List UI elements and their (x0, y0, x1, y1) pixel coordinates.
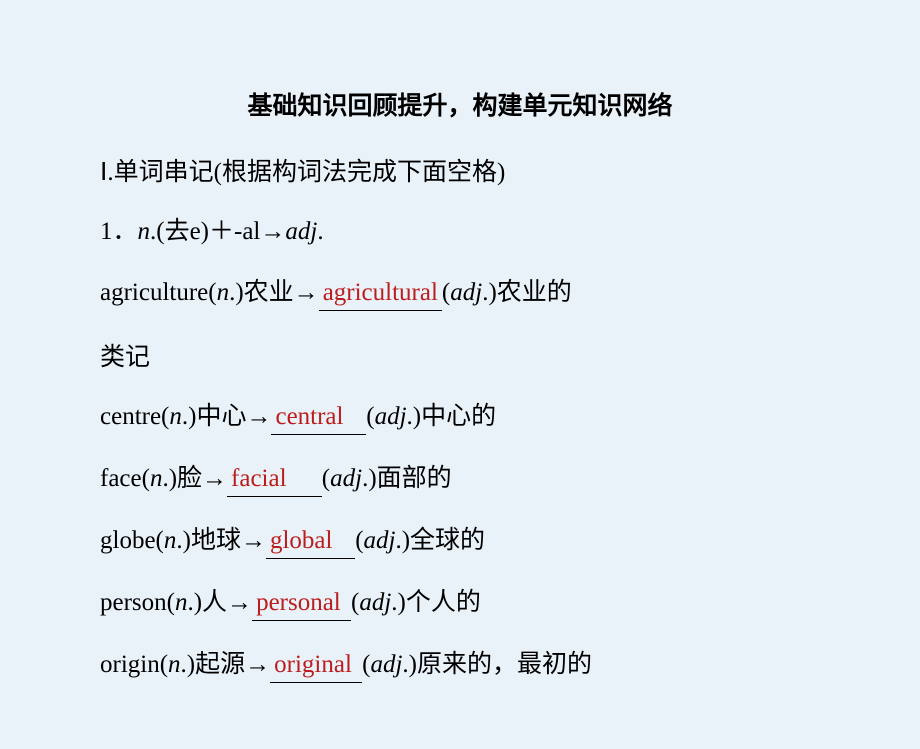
list-item: person(n.)人→personal (adj.)个人的 (100, 585, 820, 621)
entry-adj-meaning: .)中心的 (407, 403, 497, 430)
entry-answer: agricultural (319, 275, 442, 311)
entry-word: origin( (100, 651, 168, 678)
entry-adj-pos: adj (375, 403, 407, 430)
section-header-note: (根据构词法完成下面空格) (214, 159, 506, 186)
rule-text1: .(去e)＋-al→ (150, 218, 285, 245)
entry-adj-meaning: .)农业的 (482, 279, 572, 306)
entry-pos: n (169, 403, 182, 430)
list-item: face(n.)脸→facial (adj.)面部的 (100, 461, 820, 497)
list-item: centre(n.)中心→central (adj.)中心的 (100, 399, 820, 435)
entry-adj-pos: adj (370, 651, 402, 678)
entry-word: face( (100, 465, 150, 492)
entry-meaning: .)脸→ (162, 465, 227, 492)
entry-adj-pos: adj (359, 589, 391, 616)
blank-underline (336, 523, 355, 559)
entry-answer: original (270, 647, 356, 683)
list-item: globe(n.)地球→global (adj.)全球的 (100, 523, 820, 559)
rule-label: 1． (100, 218, 138, 245)
blank-underline (291, 461, 322, 497)
entry-answer: global (266, 523, 337, 559)
entry-adj-pos: adj (364, 527, 396, 554)
blank-underline (347, 399, 366, 435)
entry-word: globe( (100, 527, 164, 554)
entry-word: person( (100, 589, 175, 616)
entry-paren: ( (322, 465, 330, 492)
rule-n: n (138, 218, 151, 245)
entry-meaning: .)农业→ (229, 279, 319, 306)
rule-line: 1．n.(去e)＋-al→adj. (100, 214, 820, 249)
entry-adj-pos: adj (330, 465, 362, 492)
rule-adj: adj (285, 218, 317, 245)
entry-paren: ( (442, 279, 450, 306)
entry-paren: ( (366, 403, 374, 430)
entry-meaning: .)地球→ (176, 527, 266, 554)
sub-header: 类记 (100, 337, 820, 373)
entry-word: agriculture( (100, 279, 217, 306)
list-item: origin(n.)起源→original (adj.)原来的，最初的 (100, 647, 820, 683)
entry-word: centre( (100, 403, 169, 430)
entry-pos: n (175, 589, 188, 616)
entry-answer: personal (252, 585, 345, 621)
entry-adj-meaning: .)个人的 (391, 589, 481, 616)
section-header-prefix: Ⅰ.单词串记 (100, 159, 214, 186)
content-container: 基础知识回顾提升，构建单元知识网络 Ⅰ.单词串记(根据构词法完成下面空格) 1．… (0, 0, 920, 749)
entry-pos: n (150, 465, 163, 492)
section-header: Ⅰ.单词串记(根据构词法完成下面空格) (100, 152, 820, 188)
page-title: 基础知识回顾提升，构建单元知识网络 (100, 86, 820, 122)
entry-pos: n (217, 279, 230, 306)
entry-adj-meaning: .)原来的，最初的 (402, 651, 592, 678)
entry-meaning: .)起源→ (181, 651, 271, 678)
entry-adj-meaning: .)面部的 (362, 465, 452, 492)
entry-meaning: .)人→ (187, 589, 252, 616)
entry-pos: n (164, 527, 177, 554)
entry-paren: ( (355, 527, 363, 554)
entry-pos: n (168, 651, 181, 678)
entry-1: agriculture(n.)农业→agricultural(adj.)农业的 (100, 275, 820, 311)
entry-answer: facial (227, 461, 291, 497)
entry-adj-meaning: .)全球的 (395, 527, 485, 554)
entry-adj-pos: adj (450, 279, 482, 306)
rule-text2: . (317, 218, 323, 245)
entry-answer: central (271, 399, 347, 435)
entry-meaning: .)中心→ (182, 403, 272, 430)
